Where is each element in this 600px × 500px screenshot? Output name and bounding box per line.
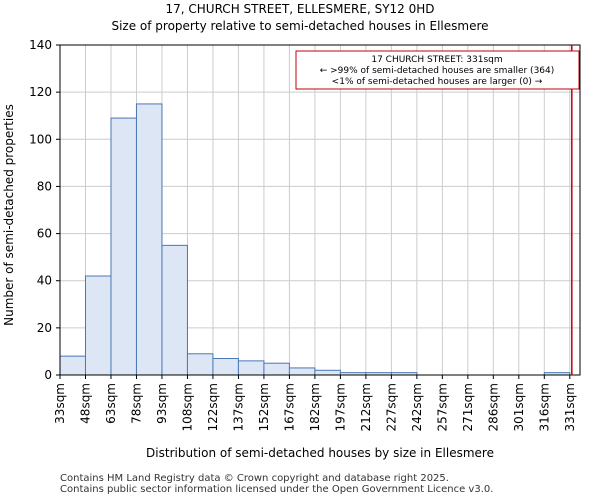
y-tick-label: 100 <box>29 132 52 146</box>
bar <box>212 358 239 376</box>
x-tick-label: 227sqm <box>384 383 398 431</box>
bar <box>288 367 316 376</box>
x-tick-label: 197sqm <box>333 383 347 431</box>
bar <box>84 275 112 376</box>
footer-copyright: Contains HM Land Registry data © Crown c… <box>60 473 449 484</box>
bar <box>110 117 137 376</box>
x-tick-label: 78sqm <box>129 383 143 424</box>
x-tick-label: 271sqm <box>461 383 475 431</box>
annotation-line-3: <1% of semi-detached houses are larger (… <box>332 77 543 87</box>
chart-subtitle: Size of property relative to semi-detach… <box>111 19 488 33</box>
y-tick-label: 80 <box>37 179 52 193</box>
x-tick-label: 167sqm <box>282 383 296 431</box>
y-tick-label: 140 <box>29 38 52 52</box>
y-tick-label: 120 <box>29 85 52 99</box>
y-axis: 0 20 40 60 80 100 120 140 <box>29 38 60 382</box>
x-tick-label: 242sqm <box>410 383 424 431</box>
annotation-box: 17 CHURCH STREET: 331sqm ← >99% of semi-… <box>295 50 580 90</box>
bars <box>59 103 571 376</box>
x-tick-label: 108sqm <box>180 383 194 431</box>
x-axis-label: Distribution of semi-detached houses by … <box>146 446 494 460</box>
x-tick-label: 331sqm <box>563 383 577 431</box>
annotation-line-1: 17 CHURCH STREET: 331sqm <box>371 55 502 65</box>
x-tick-label: 257sqm <box>435 383 449 431</box>
x-tick-label: 316sqm <box>537 383 551 431</box>
x-tick-label: 301sqm <box>512 383 526 431</box>
footer-licence: Contains public sector information licen… <box>60 484 494 495</box>
y-tick-label: 60 <box>37 227 52 241</box>
bar <box>237 360 265 376</box>
y-tick-label: 0 <box>44 368 52 382</box>
bar <box>59 355 86 376</box>
x-tick-label: 152sqm <box>257 383 271 431</box>
histogram-chart: 17, CHURCH STREET, ELLESMERE, SY12 0HD S… <box>2 2 581 460</box>
x-tick-label: 93sqm <box>155 383 169 424</box>
x-tick-label: 212sqm <box>359 383 373 431</box>
annotation-line-2: ← >99% of semi-detached houses are small… <box>320 66 555 76</box>
bar <box>135 103 163 376</box>
x-tick-label: 137sqm <box>231 383 245 431</box>
bar <box>186 353 214 376</box>
x-axis: 33sqm 48sqm 63sqm 78sqm 93sqm 108sqm 122sqm 137… <box>53 375 577 431</box>
y-tick-label: 40 <box>37 274 52 288</box>
x-tick-label: 182sqm <box>308 383 322 431</box>
y-axis-label: Number of semi-detached properties <box>2 104 16 326</box>
x-tick-label: 122sqm <box>206 383 220 431</box>
x-tick-label: 33sqm <box>53 383 67 424</box>
annotation-frame <box>295 50 580 90</box>
x-tick-label: 48sqm <box>78 383 92 424</box>
chart-title: 17, CHURCH STREET, ELLESMERE, SY12 0HD <box>165 2 434 16</box>
plot-frame <box>59 44 581 376</box>
x-tick-label: 286sqm <box>486 383 500 431</box>
x-tick-label: 63sqm <box>104 383 118 424</box>
bar <box>263 362 290 376</box>
y-tick-label: 20 <box>37 321 52 335</box>
bar <box>314 369 341 376</box>
bar <box>161 244 188 376</box>
